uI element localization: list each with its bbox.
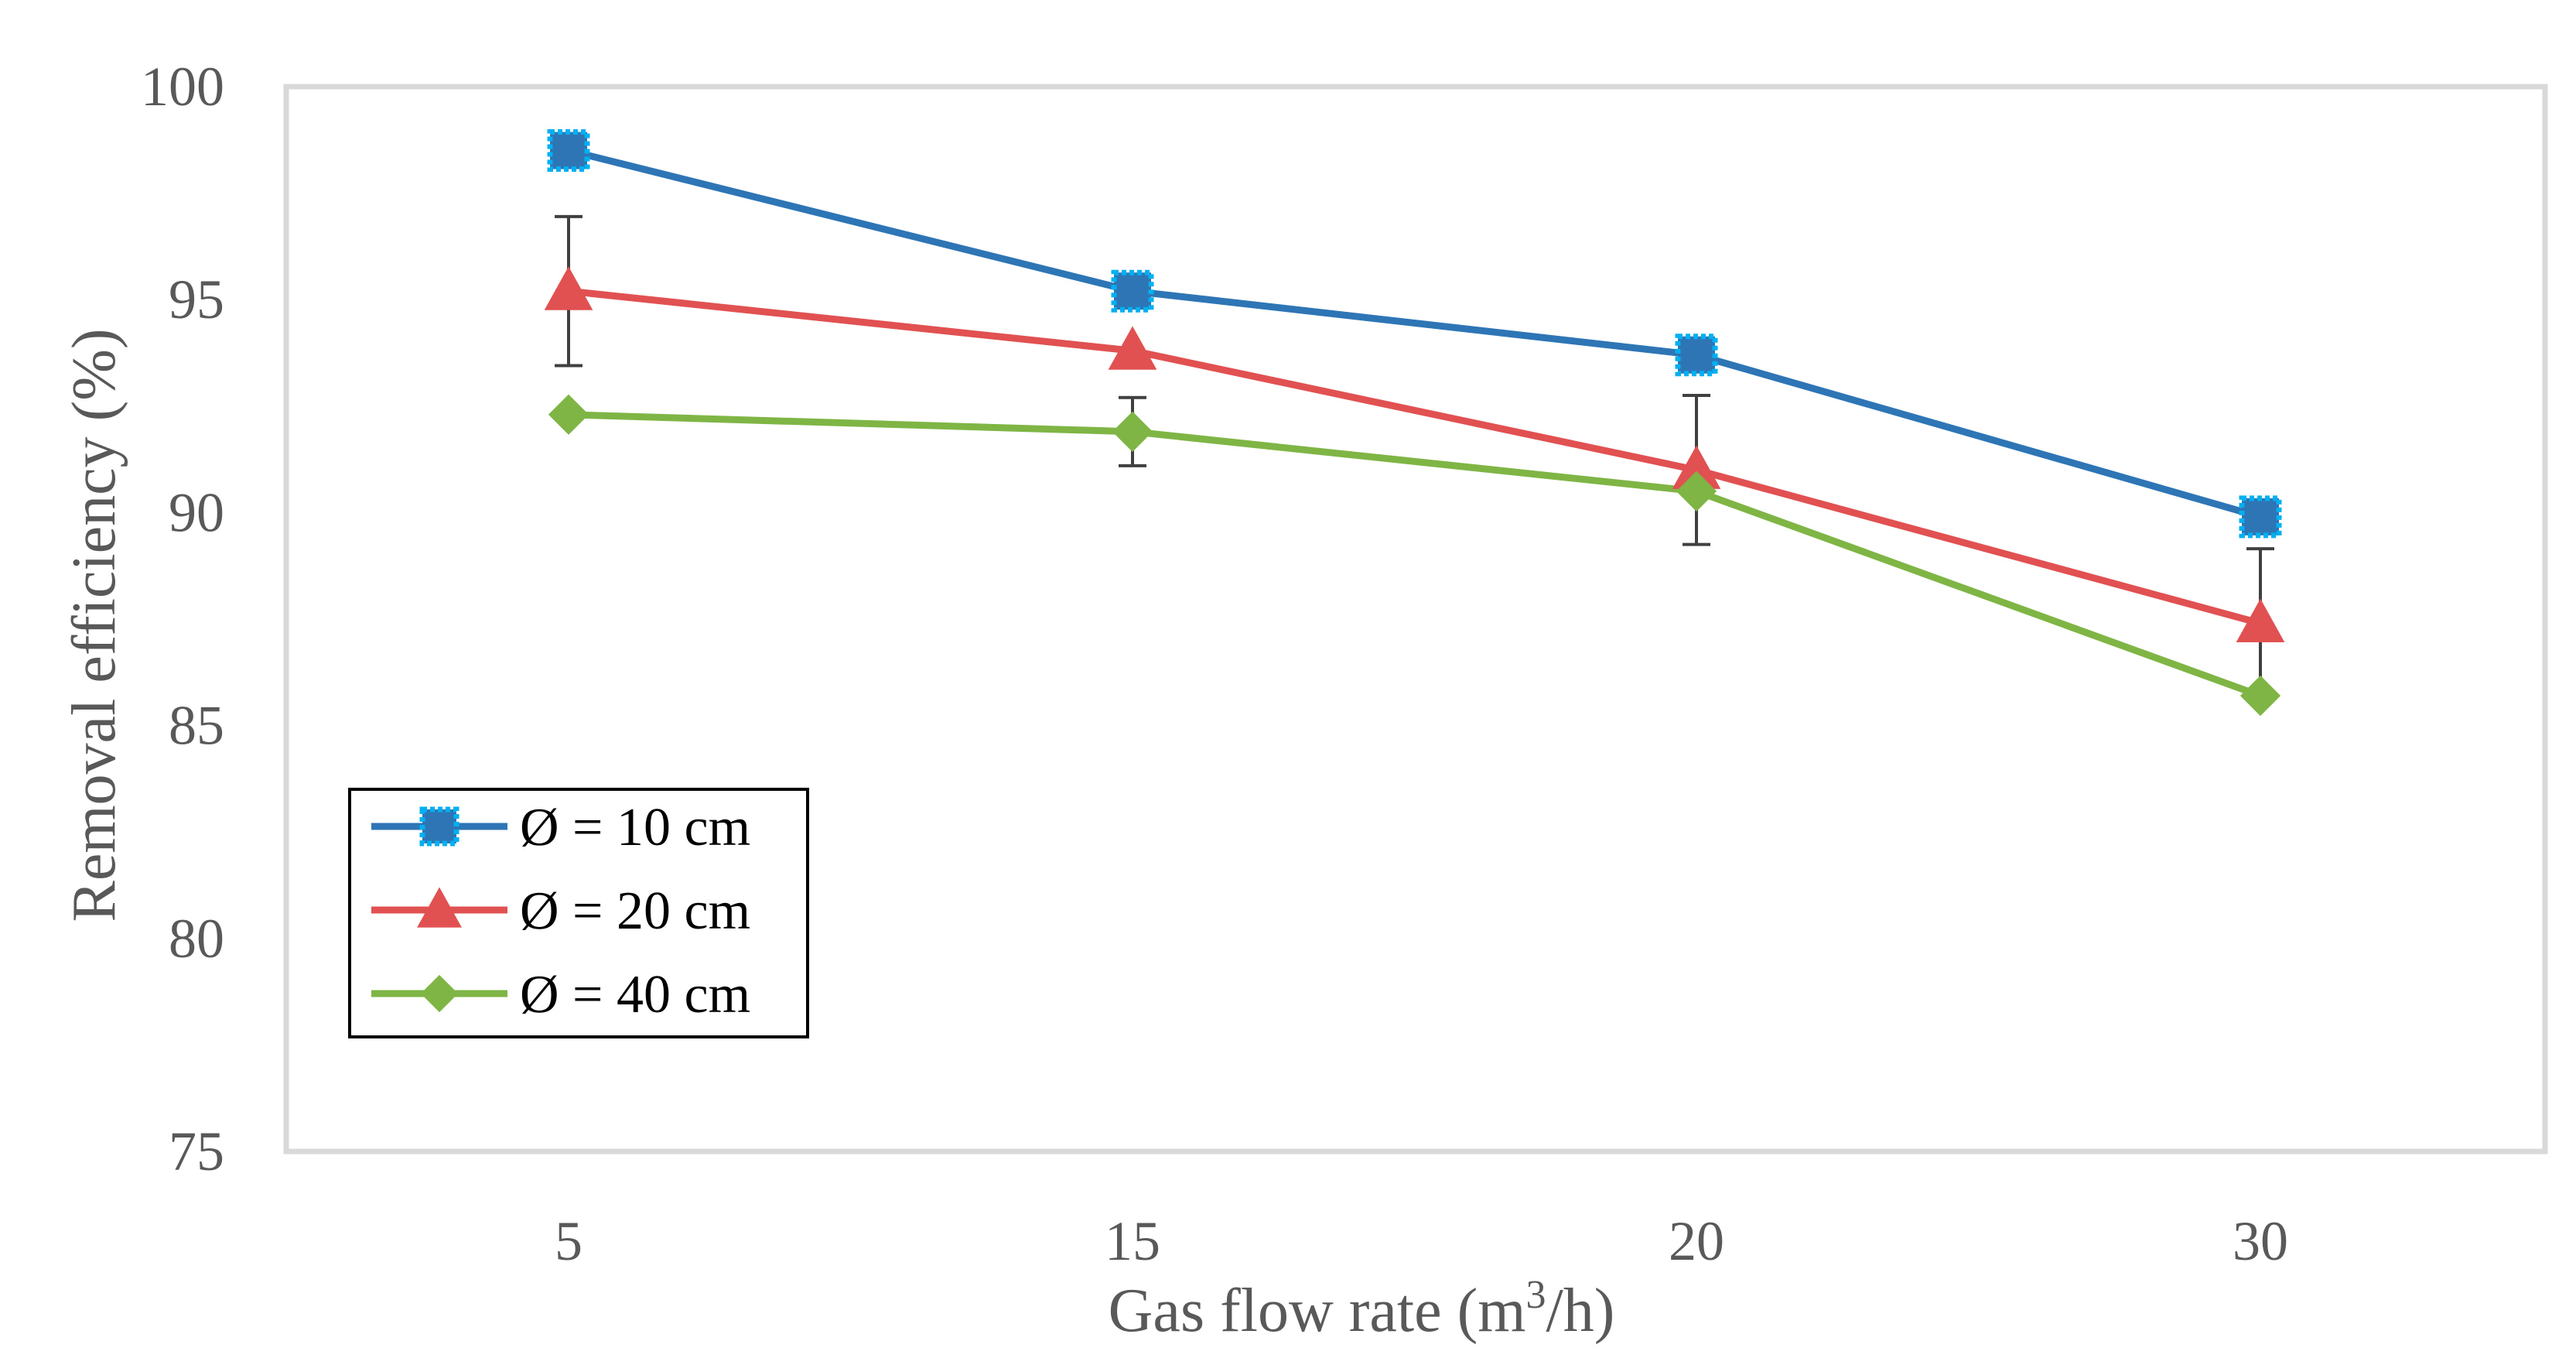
y-tick-label: 90 <box>169 481 224 543</box>
data-point <box>2239 495 2282 539</box>
y-tick-label: 85 <box>169 695 224 757</box>
x-axis-title-main: Gas flow rate (m <box>1109 1277 1526 1345</box>
data-point <box>547 129 590 173</box>
data-point <box>1108 326 1157 370</box>
series-lines <box>567 147 2262 700</box>
y-axis-ticks: 75 80 85 90 95 100 <box>141 56 224 1182</box>
x-tick-label: 30 <box>2233 1210 2288 1272</box>
series-line <box>568 411 2262 700</box>
y-tick-label: 80 <box>169 908 224 970</box>
x-tick-label: 15 <box>1105 1210 1160 1272</box>
data-point <box>1111 269 1154 313</box>
data-point <box>1112 411 1153 452</box>
series-line <box>568 287 2262 627</box>
series-markers <box>544 129 2285 717</box>
y-tick-label: 75 <box>169 1120 224 1182</box>
legend-label: Ø = 40 cm <box>520 965 750 1025</box>
data-point <box>548 394 589 435</box>
x-tick-label: 20 <box>1669 1210 1724 1272</box>
x-axis-title-superscript: 3 <box>1525 1273 1546 1317</box>
x-axis-title: Gas flow rate (m3/h) <box>1109 1273 1615 1345</box>
x-axis-ticks: 5 15 20 30 <box>555 1210 2288 1272</box>
y-tick-label: 95 <box>169 269 224 330</box>
legend-label: Ø = 10 cm <box>520 798 750 857</box>
y-tick-label: 100 <box>141 56 224 118</box>
data-point <box>1675 334 1718 377</box>
legend: Ø = 10 cm Ø = 20 cm Ø = 40 cm <box>348 788 809 1038</box>
data-point <box>2236 598 2285 643</box>
legend-marker <box>420 974 459 1013</box>
series-line <box>567 147 2262 521</box>
data-point <box>544 266 593 310</box>
data-point <box>1676 470 1717 512</box>
data-point <box>2239 675 2281 717</box>
y-axis-title: Removal efficiency (%) <box>60 328 128 922</box>
legend-marker <box>417 887 462 928</box>
legend-entries: Ø = 10 cm Ø = 20 cm Ø = 40 cm <box>371 798 750 1025</box>
x-axis-title-tail: /h) <box>1546 1277 1614 1345</box>
legend-marker <box>419 806 460 847</box>
x-tick-label: 5 <box>555 1210 583 1272</box>
legend-label: Ø = 20 cm <box>520 881 750 941</box>
